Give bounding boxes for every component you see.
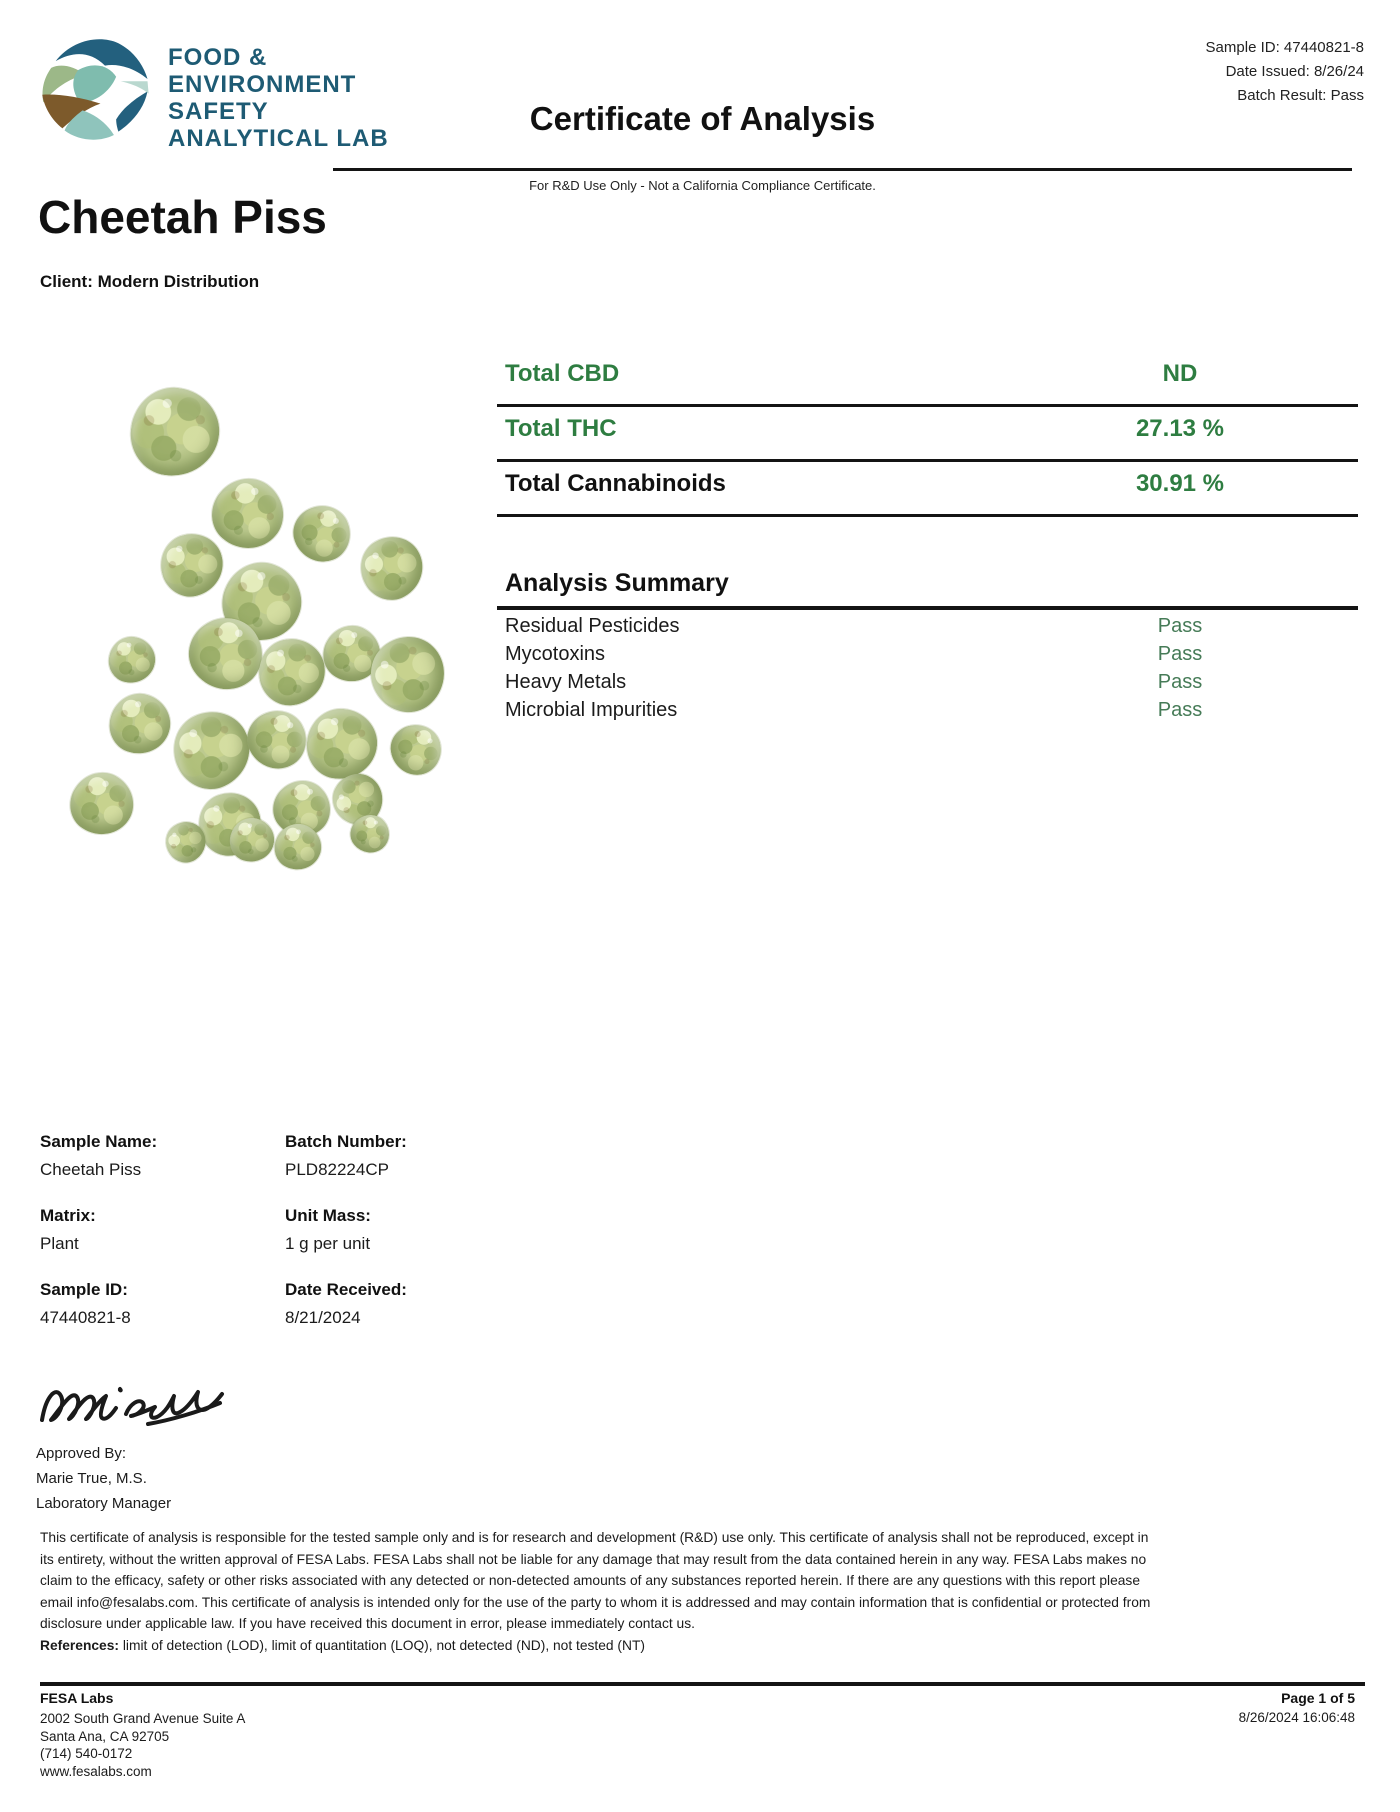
footer-lab-name: FESA Labs (40, 1690, 114, 1706)
footer-lab-block: FESA Labs 2002 South Grand Avenue Suite … (40, 1690, 245, 1780)
detail-label: Sample Name: (40, 1132, 158, 1151)
date-issued-line: Date Issued: 8/26/24 (1225, 63, 1364, 80)
summary-result: Pass (1157, 643, 1203, 665)
detail-cell: Matrix: Plant (40, 1204, 285, 1256)
lab-name-line: SAFETY (168, 98, 269, 125)
footer-address: 2002 South Grand Avenue Suite A Santa An… (40, 1710, 245, 1780)
summary-label: Heavy Metals (505, 671, 627, 693)
lab-name-line: FOOD & (168, 44, 268, 71)
summary-row: Mycotoxins Pass (497, 638, 1358, 666)
cannabis-bud (387, 721, 445, 779)
detail-value: 8/21/2024 (285, 1308, 361, 1327)
lab-name: FOOD & ENVIRONMENT SAFETY ANALYTICAL LAB (168, 44, 389, 152)
cannabis-bud (102, 686, 178, 762)
cannabinoid-row-cbd: Total CBD ND (497, 352, 1358, 404)
cannabis-bud (154, 527, 230, 603)
cannabis-bud (104, 632, 160, 688)
cannabis-bud (349, 525, 435, 611)
client-label: Client: (40, 272, 93, 291)
approver-title: Laboratory Manager (36, 1495, 172, 1512)
footer-website: www.fesalabs.com (40, 1763, 152, 1779)
references-label: References: (40, 1638, 119, 1653)
page-number: Page 1 of 5 (1281, 1690, 1355, 1706)
approved-by-label: Approved By: (36, 1445, 127, 1462)
cannabinoid-label: Total CBD (505, 360, 620, 387)
document-title: Certificate of Analysis (529, 100, 876, 137)
footer-page-block: Page 1 of 5 8/26/2024 16:06:48 (1239, 1690, 1355, 1725)
cannabis-bud (238, 701, 316, 779)
cannabis-bud (161, 699, 263, 801)
references-text: limit of detection (LOD), limit of quant… (119, 1638, 646, 1653)
client-value: Modern Distribution (97, 272, 260, 291)
cannabinoid-label: Total Cannabinoids (505, 470, 726, 497)
detail-cell: Unit Mass: 1 g per unit (285, 1204, 625, 1256)
analysis-summary-title: Analysis Summary (505, 569, 729, 597)
batch-result-line: Batch Result: Pass (1237, 87, 1364, 104)
sample-meta: Sample ID: 47440821-8 Date Issued: 8/26/… (1206, 36, 1364, 108)
row-divider (497, 459, 1358, 462)
lab-name-line: ANALYTICAL LAB (168, 125, 389, 152)
detail-label: Date Received: (285, 1280, 407, 1299)
title-divider (333, 168, 1352, 171)
results-section: Total CBD ND Total THC 27.13 % Total Can… (497, 352, 1358, 722)
approval-block: Approved By: Marie True, M.S. Laboratory… (36, 1362, 226, 1516)
summary-label: Residual Pesticides (505, 615, 680, 637)
detail-value: Plant (40, 1234, 79, 1253)
cannabinoid-value: 27.13 % (1135, 415, 1225, 442)
summary-result: Pass (1157, 699, 1203, 721)
lab-logo-icon (41, 33, 151, 143)
row-divider (497, 404, 1358, 407)
footer-address-line: (714) 540-0172 (40, 1746, 133, 1761)
cannabinoid-row-total: Total Cannabinoids 30.91 % (497, 462, 1358, 514)
footer-address-line: 2002 South Grand Avenue Suite A (40, 1711, 246, 1726)
detail-value: 47440821-8 (40, 1308, 131, 1327)
product-name: Cheetah Piss (38, 191, 327, 243)
summary-result: Pass (1157, 671, 1203, 693)
summary-row: Heavy Metals Pass (497, 666, 1358, 694)
references-line: References: limit of detection (LOD), li… (40, 1638, 1162, 1653)
lab-logo: FOOD & ENVIRONMENT SAFETY ANALYTICAL LAB (40, 32, 389, 152)
detail-label: Batch Number: (285, 1132, 407, 1151)
summary-result: Pass (1157, 615, 1203, 637)
footer-address-line: Santa Ana, CA 92705 (40, 1728, 170, 1744)
sample-details: Sample Name: Cheetah Piss Batch Number: … (40, 1130, 625, 1330)
approver-name: Marie True, M.S. (36, 1470, 147, 1487)
detail-cell: Date Received: 8/21/2024 (285, 1278, 625, 1330)
cannabinoid-row-thc: Total THC 27.13 % (497, 407, 1358, 459)
summary-row: Residual Pesticides Pass (497, 610, 1358, 638)
detail-value: 1 g per unit (285, 1234, 371, 1253)
cannabis-bud (125, 382, 225, 482)
row-divider (497, 514, 1358, 517)
detail-cell: Batch Number: PLD82224CP (285, 1130, 625, 1182)
sample-id-line: Sample ID: 47440821-8 (1205, 39, 1364, 56)
summary-label: Microbial Impurities (505, 699, 678, 721)
detail-label: Matrix: (40, 1206, 96, 1225)
client-line: Client: Modern Distribution (40, 272, 259, 292)
detail-value: Cheetah Piss (40, 1160, 142, 1179)
document-subtitle: For R&D Use Only - Not a California Comp… (529, 178, 876, 193)
detail-value: PLD82224CP (285, 1160, 389, 1179)
signature-image (40, 1387, 224, 1426)
cannabinoid-label: Total THC (505, 415, 617, 442)
summary-divider (497, 606, 1358, 610)
cannabis-bud (304, 706, 380, 782)
product-photo (40, 322, 490, 878)
lab-name-line: ENVIRONMENT (168, 71, 357, 98)
disclaimer-text: This certificate of analysis is responsi… (40, 1530, 1151, 1631)
footer-divider (40, 1682, 1365, 1686)
cannabis-bud (286, 498, 358, 570)
detail-label: Sample ID: (40, 1280, 128, 1299)
detail-label: Unit Mass: (285, 1206, 371, 1225)
summary-row: Microbial Impurities Pass (497, 694, 1358, 722)
cannabis-bud (59, 761, 145, 847)
detail-cell: Sample ID: 47440821-8 (40, 1278, 285, 1330)
cannabinoid-value: ND (1162, 360, 1198, 387)
cannabis-bud (254, 634, 330, 710)
cannabinoid-value: 30.91 % (1135, 470, 1225, 497)
summary-label: Mycotoxins (505, 643, 606, 665)
detail-cell: Sample Name: Cheetah Piss (40, 1130, 285, 1182)
print-datetime: 8/26/2024 16:06:48 (1238, 1710, 1355, 1725)
